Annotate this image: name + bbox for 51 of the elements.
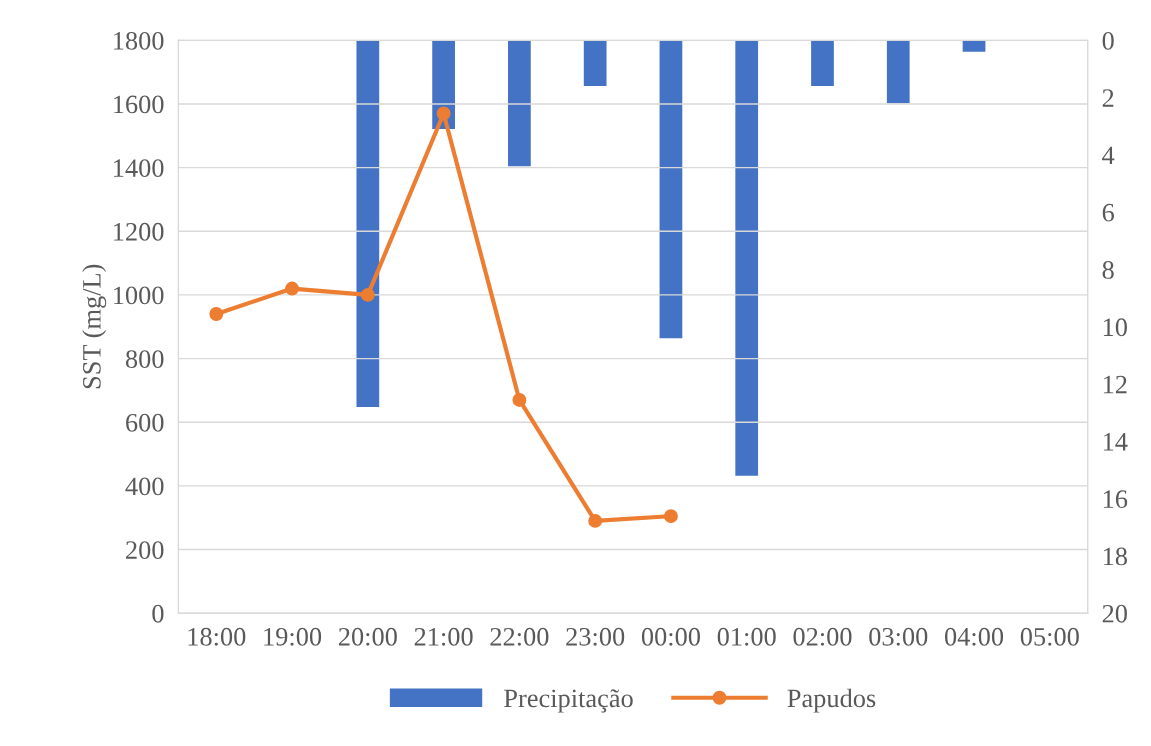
- bar: [508, 40, 531, 167]
- legend-label: Precipitação: [504, 689, 633, 713]
- point: [512, 393, 527, 407]
- y-tick-label: 1000: [114, 286, 164, 305]
- y-tick-label: 1600: [114, 95, 164, 114]
- x-tick-label: 22:00: [490, 627, 549, 646]
- bar: [735, 40, 759, 476]
- bar: [356, 40, 380, 407]
- point: [663, 509, 678, 524]
- bar: [583, 40, 607, 87]
- x-tick-label: 00:00: [641, 627, 700, 646]
- x-tick-label: 19:00: [264, 627, 322, 646]
- y-tick-label: 600: [126, 413, 164, 432]
- y2-tick-label: 18: [1103, 547, 1127, 566]
- y-tick-label: 800: [125, 350, 164, 368]
- point: [209, 307, 224, 321]
- x-tick-label: 03:00: [869, 627, 928, 646]
- y2-tick-label: 0: [1102, 31, 1114, 50]
- point: [360, 287, 375, 302]
- y-tick-label: 0: [152, 604, 164, 623]
- y2-tick-label: 8: [1102, 261, 1114, 279]
- y2-tick-label: 4: [1102, 146, 1115, 165]
- x-tick-label: 23:00: [566, 627, 625, 646]
- bar: [962, 40, 986, 52]
- x-tick-label: 21:00: [414, 627, 473, 646]
- x-tick-label: 05:00: [1020, 627, 1079, 646]
- y-tick-label: 1200: [114, 222, 164, 241]
- y-tick-label: 200: [126, 541, 164, 559]
- bar: [811, 40, 834, 87]
- point: [588, 513, 603, 528]
- y-tick-label: 400: [125, 477, 164, 496]
- bar: [886, 40, 910, 104]
- y2-tick-label: 6: [1102, 203, 1114, 222]
- y2-tick-label: 14: [1103, 433, 1128, 451]
- y2-tick-label: 2: [1102, 89, 1114, 107]
- bar: [659, 40, 683, 339]
- legend-label: Papudos: [787, 688, 876, 713]
- y-tick-label: 1400: [114, 159, 164, 178]
- point: [285, 281, 300, 296]
- y2-tick-label: 20: [1102, 604, 1127, 623]
- y2-tick-label: 12: [1103, 375, 1127, 394]
- x-tick-label: 20:00: [338, 627, 397, 646]
- x-tick-label: 01:00: [717, 627, 776, 646]
- x-tick-label: 18:00: [188, 627, 246, 646]
- y-axis-title: SST (mg/L): [82, 264, 107, 389]
- x-tick-label: 02:00: [793, 627, 852, 646]
- y-tick-label: 1800: [114, 31, 164, 50]
- y2-tick-label: 16: [1103, 490, 1128, 509]
- point: [436, 106, 451, 121]
- y2-tick-label: 10: [1103, 318, 1127, 337]
- x-tick-label: 04:00: [944, 627, 1004, 646]
